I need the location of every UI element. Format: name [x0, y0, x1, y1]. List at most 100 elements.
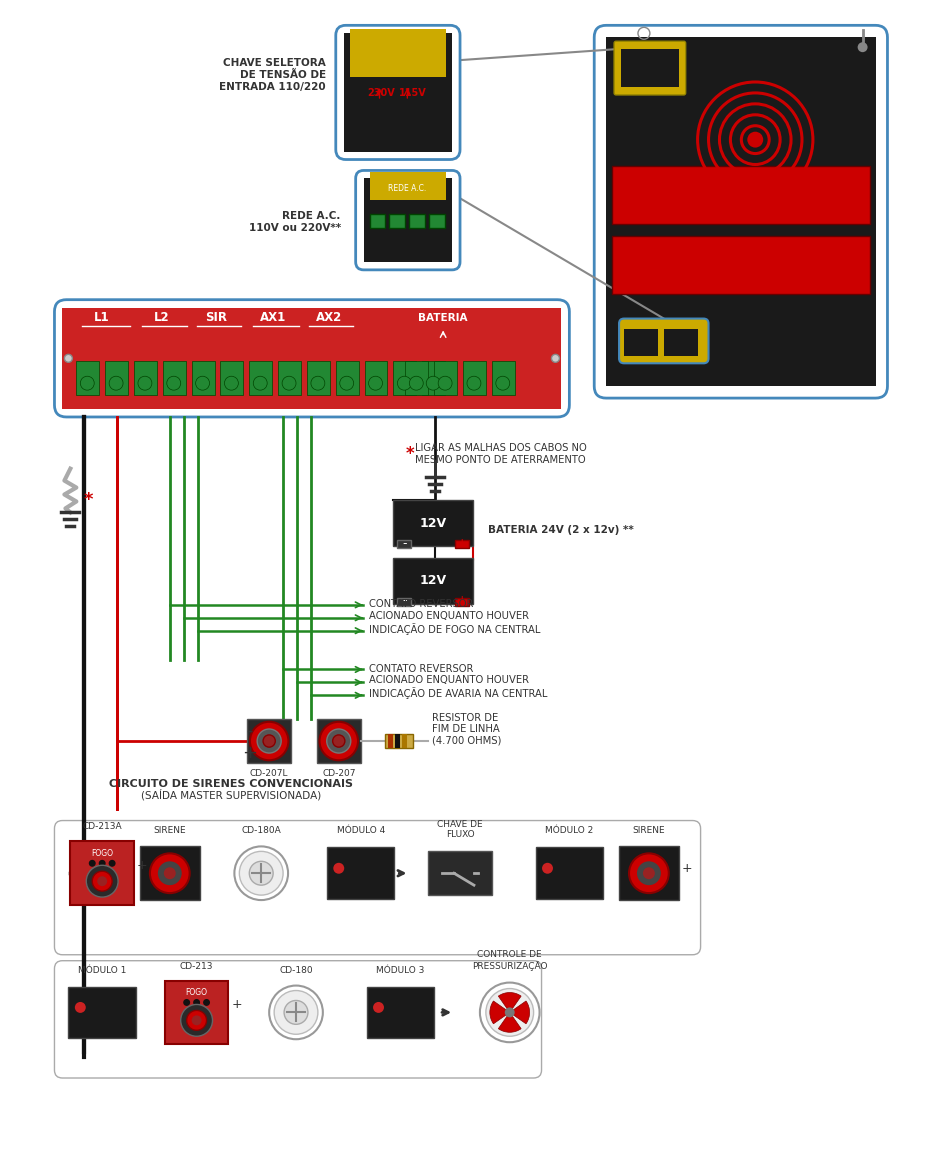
Bar [71, 841, 134, 905]
Text: *: * [84, 491, 93, 510]
Circle shape [643, 867, 655, 880]
Text: CD-207: CD-207 [322, 768, 355, 778]
Text: CD-180: CD-180 [279, 965, 312, 975]
Circle shape [98, 876, 107, 887]
Circle shape [496, 377, 510, 391]
Circle shape [480, 983, 539, 1042]
Text: BATERIA: BATERIA [418, 313, 468, 322]
Text: AX1: AX1 [260, 311, 286, 325]
Circle shape [857, 42, 868, 52]
Wedge shape [498, 1013, 521, 1033]
Circle shape [239, 852, 283, 895]
Circle shape [311, 377, 325, 391]
Circle shape [180, 1005, 213, 1036]
FancyBboxPatch shape [614, 42, 685, 95]
Bar [336, 362, 359, 395]
Circle shape [234, 846, 288, 901]
Bar [385, 734, 413, 748]
Circle shape [166, 377, 180, 391]
Text: CD-213A: CD-213A [83, 823, 122, 831]
Bar [612, 167, 870, 224]
Text: L2: L2 [154, 311, 169, 325]
Text: CD-207L: CD-207L [250, 768, 288, 778]
Circle shape [409, 377, 423, 391]
Circle shape [263, 735, 275, 748]
Bar [403, 734, 407, 748]
Circle shape [74, 1003, 86, 1013]
Bar [606, 37, 875, 386]
Circle shape [438, 377, 452, 391]
Bar [344, 34, 452, 152]
FancyBboxPatch shape [336, 25, 460, 160]
Bar [365, 362, 388, 395]
Text: MÓDULO 3: MÓDULO 3 [377, 965, 425, 975]
Text: CD-213: CD-213 [179, 962, 213, 970]
Circle shape [109, 377, 123, 391]
Circle shape [187, 1011, 206, 1030]
Bar [621, 49, 679, 87]
Text: +: + [137, 859, 148, 872]
Text: MÓDULO 2: MÓDULO 2 [545, 826, 593, 836]
FancyBboxPatch shape [594, 25, 887, 398]
Text: *: * [405, 445, 414, 462]
Circle shape [192, 1015, 202, 1026]
Bar [278, 362, 301, 395]
Circle shape [274, 991, 318, 1034]
Text: -: - [246, 722, 253, 741]
Bar [69, 986, 136, 1038]
Text: 230V: 230V [367, 88, 395, 97]
Circle shape [80, 377, 94, 391]
Circle shape [284, 1000, 308, 1025]
Bar [428, 852, 492, 895]
Bar [192, 362, 215, 395]
Circle shape [183, 999, 190, 1006]
Circle shape [203, 999, 210, 1006]
Circle shape [426, 377, 440, 391]
Bar [390, 214, 405, 228]
Text: +: + [457, 595, 468, 607]
Text: +: + [682, 862, 692, 875]
Text: CHAVE DE
FLUXO: CHAVE DE FLUXO [437, 821, 483, 839]
Text: L1: L1 [94, 311, 110, 325]
Text: CD-180A: CD-180A [242, 826, 281, 836]
Bar [140, 846, 200, 901]
Bar [430, 214, 445, 228]
Bar [463, 362, 485, 395]
Bar [105, 362, 128, 395]
Bar [393, 362, 417, 395]
Wedge shape [498, 992, 521, 1013]
Circle shape [224, 377, 238, 391]
Bar [536, 847, 604, 899]
Circle shape [333, 735, 345, 748]
Bar [455, 598, 469, 606]
Bar [397, 540, 411, 548]
Circle shape [339, 377, 353, 391]
Bar [664, 328, 698, 356]
Text: 12V: 12V [419, 575, 446, 588]
Bar [409, 214, 425, 228]
Bar [492, 362, 514, 395]
Circle shape [629, 853, 669, 894]
Text: MÓDULO 4: MÓDULO 4 [337, 826, 385, 836]
Text: -: - [402, 595, 406, 607]
Circle shape [150, 853, 190, 894]
Circle shape [467, 377, 481, 391]
Bar [369, 173, 446, 201]
Circle shape [253, 377, 267, 391]
Circle shape [505, 1007, 514, 1018]
Text: CONTATO REVERSOR
ACIONADO ENQUANTO HOUVER
INDICAÇÃO DE AVARIA NA CENTRAL: CONTATO REVERSOR ACIONADO ENQUANTO HOUVE… [368, 664, 547, 699]
Text: SIRENE: SIRENE [632, 826, 665, 836]
Bar [163, 362, 186, 395]
Circle shape [249, 861, 273, 885]
Text: LIGAR AS MALHAS DOS CABOS NO
MESMO PONTO DE ATERRAMENTO: LIGAR AS MALHAS DOS CABOS NO MESMO PONTO… [416, 443, 587, 465]
Circle shape [542, 862, 553, 874]
Circle shape [326, 729, 351, 753]
Circle shape [485, 989, 534, 1036]
Bar [76, 362, 100, 395]
Text: +: + [242, 744, 257, 761]
Circle shape [250, 722, 288, 760]
Circle shape [99, 860, 106, 867]
FancyBboxPatch shape [355, 170, 460, 270]
Bar [619, 846, 679, 901]
Circle shape [64, 355, 73, 363]
